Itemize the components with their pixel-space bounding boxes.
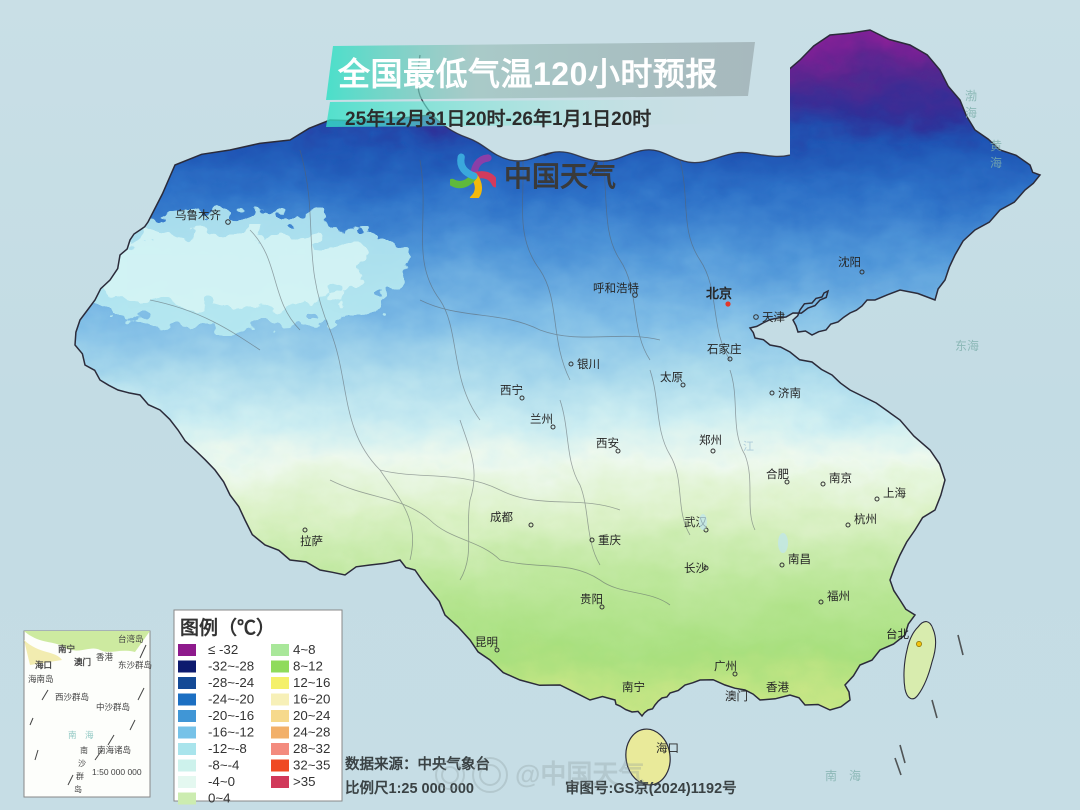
svg-text:南宁: 南宁 (622, 680, 645, 694)
svg-text:南: 南 (80, 745, 88, 755)
svg-text:杭州: 杭州 (854, 512, 877, 526)
svg-text:海: 海 (965, 105, 977, 120)
svg-text:数据来源：中央气象台: 数据来源：中央气象台 (345, 755, 490, 773)
svg-text:贵阳: 贵阳 (580, 593, 603, 606)
svg-text:江: 江 (743, 440, 754, 453)
svg-text:8~12: 8~12 (293, 659, 323, 674)
svg-text:图例（℃）: 图例（℃） (180, 616, 275, 639)
svg-text:群: 群 (76, 771, 84, 781)
svg-text:-28~-24: -28~-24 (208, 675, 254, 690)
svg-text:合肥: 合肥 (766, 467, 789, 481)
svg-text:-4~0: -4~0 (208, 774, 235, 789)
svg-text:香港: 香港 (766, 681, 789, 694)
svg-text:沈阳: 沈阳 (838, 255, 861, 269)
svg-text:福州: 福州 (827, 589, 850, 603)
svg-text:银川: 银川 (577, 357, 600, 371)
svg-text:0~4: 0~4 (208, 791, 231, 806)
svg-text:成都: 成都 (490, 511, 513, 524)
svg-text:兰州: 兰州 (530, 413, 553, 426)
svg-text:西沙群岛: 西沙群岛 (55, 692, 89, 702)
svg-text:16~20: 16~20 (293, 692, 330, 707)
svg-text:-24~-20: -24~-20 (208, 692, 254, 707)
svg-text:南海诸岛: 南海诸岛 (97, 745, 131, 755)
svg-text:东沙群岛: 东沙群岛 (118, 660, 152, 670)
svg-text:广州: 广州 (714, 660, 737, 673)
svg-text:-12~-8: -12~-8 (208, 741, 247, 756)
svg-text:黄: 黄 (990, 139, 1002, 153)
svg-text:郑州: 郑州 (699, 433, 722, 447)
svg-text:@中国天气: @中国天气 (515, 759, 644, 789)
svg-text:台湾岛: 台湾岛 (118, 634, 144, 644)
svg-text:乌鲁木齐: 乌鲁木齐 (175, 208, 221, 222)
svg-text:-20~-16: -20~-16 (208, 708, 254, 723)
svg-text:澳门: 澳门 (74, 657, 91, 667)
svg-text:天津: 天津 (762, 311, 785, 324)
svg-text:重庆: 重庆 (598, 533, 621, 547)
svg-text:台北: 台北 (886, 627, 909, 641)
svg-text:长沙: 长沙 (684, 562, 707, 575)
svg-text:石家庄: 石家庄 (707, 342, 742, 356)
svg-text:呼和浩特: 呼和浩特 (593, 281, 639, 295)
svg-text:南 海: 南 海 (68, 730, 94, 740)
svg-text:28~32: 28~32 (293, 741, 330, 756)
svg-text:海口: 海口 (656, 741, 679, 755)
svg-text:南宁: 南宁 (58, 644, 76, 654)
svg-text:≤ -32: ≤ -32 (208, 642, 238, 657)
svg-text:中沙群岛: 中沙群岛 (96, 702, 130, 712)
svg-text:渤: 渤 (965, 89, 977, 103)
svg-text:-8~-4: -8~-4 (208, 758, 239, 773)
svg-text:香港: 香港 (96, 652, 114, 662)
svg-text:20~24: 20~24 (293, 708, 330, 723)
svg-text:海口: 海口 (35, 660, 52, 670)
svg-text:沙: 沙 (78, 759, 86, 768)
svg-text:昆明: 昆明 (475, 636, 498, 649)
svg-text:拉萨: 拉萨 (300, 534, 323, 548)
svg-text:西宁: 西宁 (500, 383, 523, 397)
svg-text:24~28: 24~28 (293, 725, 330, 740)
svg-text:上海: 上海 (883, 486, 906, 500)
svg-text:南昌: 南昌 (788, 552, 811, 566)
svg-text:1:50 000 000: 1:50 000 000 (92, 767, 142, 777)
svg-text:-32~-28: -32~-28 (208, 659, 254, 674)
svg-text:南 海: 南 海 (825, 768, 861, 783)
svg-text:4~8: 4~8 (293, 642, 316, 657)
svg-text:南京: 南京 (829, 471, 852, 485)
svg-text:32~35: 32~35 (293, 758, 330, 773)
svg-text:北京: 北京 (706, 286, 732, 301)
svg-text:-16~-12: -16~-12 (208, 725, 254, 740)
svg-text:济南: 济南 (778, 386, 801, 400)
svg-text:澳门: 澳门 (725, 689, 748, 703)
svg-text:>35: >35 (293, 774, 316, 789)
svg-text:12~16: 12~16 (293, 675, 330, 690)
svg-text:岛: 岛 (74, 784, 82, 794)
svg-text:海南岛: 海南岛 (28, 674, 54, 684)
svg-text:太原: 太原 (660, 371, 683, 384)
svg-text:西安: 西安 (596, 436, 619, 450)
svg-text:海: 海 (990, 155, 1002, 170)
svg-text:东海: 东海 (955, 338, 979, 353)
